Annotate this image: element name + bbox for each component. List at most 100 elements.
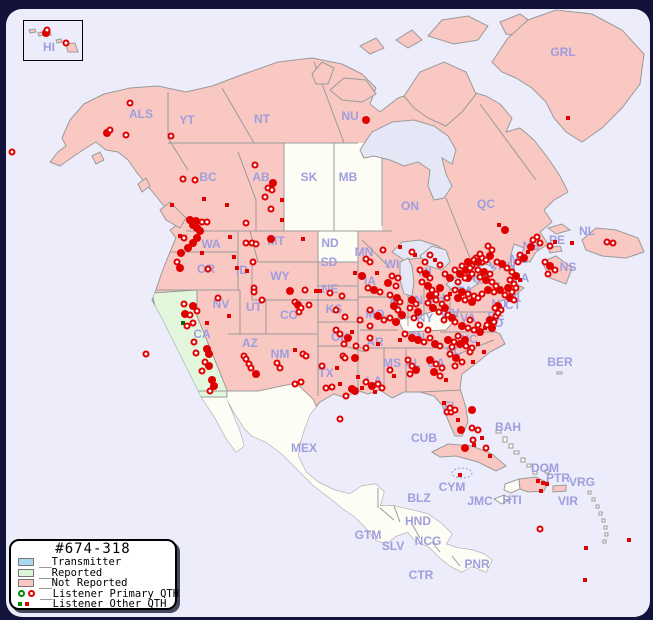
- listener-primary-qth-dot: [480, 268, 488, 276]
- listener-primary-qth-ring: [474, 426, 482, 434]
- listener-primary-qth-ring: [441, 270, 449, 278]
- listener-primary-qth-ring: [404, 356, 412, 364]
- listener-primary-qth-ring: [486, 270, 494, 278]
- listener-primary-qth-ring: [474, 321, 482, 329]
- listener-primary-qth-ring: [332, 326, 340, 334]
- bahamas: [495, 429, 550, 475]
- listener-primary-qth-dot: [414, 336, 422, 344]
- listener-other-qth-square: [353, 271, 357, 275]
- other-qth-swatch: [18, 602, 35, 607]
- listener-primary-qth-dot: [189, 302, 197, 310]
- listener-primary-qth-dot: [476, 328, 484, 336]
- listener-primary-qth-ring: [503, 264, 511, 272]
- listener-primary-qth-ring: [551, 266, 559, 274]
- listener-primary-qth-dot: [205, 350, 213, 358]
- listener-primary-qth-ring: [461, 274, 469, 282]
- not-reported-swatch: [18, 579, 34, 588]
- region-label-als: ALS: [129, 107, 153, 121]
- listener-primary-qth-ring: [491, 304, 499, 312]
- legend-label: __Listener Other QTH: [40, 598, 167, 611]
- listener-primary-qth-ring: [356, 316, 364, 324]
- listener-other-qth-square: [480, 436, 484, 440]
- listener-primary-qth-dot: [351, 387, 359, 395]
- region-label-ab: AB: [252, 170, 270, 184]
- listener-other-qth-square: [228, 235, 232, 239]
- listener-other-qth-square: [545, 482, 549, 486]
- listener-primary-qth-ring: [374, 380, 382, 388]
- west-coast-islands: [91, 151, 187, 229]
- region-label-bah: BAH: [495, 420, 521, 434]
- listener-other-qth-square: [280, 198, 284, 202]
- listener-primary-qth-dot: [370, 286, 378, 294]
- listener-primary-qth-dot: [462, 266, 470, 274]
- listener-other-qth-square: [293, 348, 297, 352]
- listener-primary-qth-ring: [332, 306, 340, 314]
- state-borders: [154, 61, 537, 567]
- listener-primary-qth-ring: [378, 384, 386, 392]
- listener-primary-qth-ring: [461, 296, 469, 304]
- listener-other-qth-square: [433, 258, 437, 262]
- region-label-bc: BC: [199, 170, 217, 184]
- region-label-mn: MN: [354, 245, 374, 259]
- listener-primary-qth-dot: [193, 234, 201, 242]
- listener-primary-qth-ring: [474, 294, 482, 302]
- listener-other-qth-square: [456, 418, 460, 422]
- region-label-ncg: NCG: [414, 534, 442, 548]
- listener-other-qth-square: [235, 266, 239, 270]
- region-label-slv: SLV: [381, 539, 405, 553]
- listener-primary-qth-ring: [394, 274, 402, 282]
- listener-primary-qth-ring: [438, 364, 446, 372]
- region-label-on: ON: [401, 199, 419, 213]
- listener-other-qth-square: [245, 269, 249, 273]
- listener-primary-qth-ring: [410, 314, 418, 322]
- red-ring-icon: [28, 590, 35, 598]
- listener-primary-qth-dot: [286, 287, 294, 295]
- listener-primary-qth-dot: [208, 376, 216, 384]
- listener-primary-qth-dot: [358, 272, 366, 280]
- listener-primary-qth-dot: [504, 284, 512, 292]
- listener-other-qth-square: [314, 289, 318, 293]
- listener-primary-qth-ring: [478, 290, 486, 298]
- listener-primary-qth-ring: [326, 289, 334, 297]
- listener-primary-qth-dot: [408, 296, 416, 304]
- region-label-nl: NL: [579, 224, 595, 238]
- listener-primary-qth-ring: [609, 239, 617, 247]
- listener-primary-qth-dot: [414, 308, 422, 316]
- listener-primary-qth-dot: [184, 244, 192, 252]
- reported-swatch: [18, 568, 34, 577]
- listener-primary-qth-ring: [476, 250, 484, 258]
- listener-other-qth-square: [335, 366, 339, 370]
- listener-primary-qth-ring: [408, 248, 416, 256]
- listener-primary-qth-dot: [181, 310, 189, 318]
- listener-primary-qth-ring: [506, 276, 514, 284]
- listener-primary-qth-ring: [544, 270, 552, 278]
- transmitter-swatch: [18, 558, 34, 567]
- listener-primary-qth-dot: [426, 292, 434, 300]
- listener-primary-qth-dot: [461, 444, 469, 452]
- listener-other-qth-square: [458, 473, 462, 477]
- listener-primary-qth-ring: [252, 240, 260, 248]
- listener-other-qth-square: [375, 271, 379, 275]
- region-label-mex: MEX: [290, 441, 318, 455]
- listener-primary-qth-ring: [426, 251, 434, 259]
- listener-primary-qth-ring: [488, 278, 496, 286]
- green-square-icon: [18, 602, 22, 607]
- listener-other-qth-square: [553, 240, 557, 244]
- listener-primary-qth-dot: [374, 312, 382, 320]
- listener-primary-qth-dot: [456, 270, 464, 278]
- listener-primary-qth-ring: [436, 261, 444, 269]
- listener-other-qth-square: [536, 479, 540, 483]
- listener-primary-qth-ring: [305, 301, 313, 309]
- region-label-wa: WA: [201, 237, 221, 251]
- listener-other-qth-square: [376, 342, 380, 346]
- listener-primary-qth-dot: [448, 314, 456, 322]
- listener-primary-qth-ring: [242, 219, 250, 227]
- listener-primary-qth-dot: [486, 252, 494, 260]
- listener-other-qth-square: [392, 374, 396, 378]
- region-label-sd: SD: [320, 255, 338, 269]
- listener-primary-qth-ring: [420, 338, 428, 346]
- listener-primary-qth-dot: [390, 302, 398, 310]
- listener-other-qth-square: [398, 245, 402, 249]
- green-ring-icon: [18, 590, 25, 598]
- listener-primary-qth-dot: [444, 336, 452, 344]
